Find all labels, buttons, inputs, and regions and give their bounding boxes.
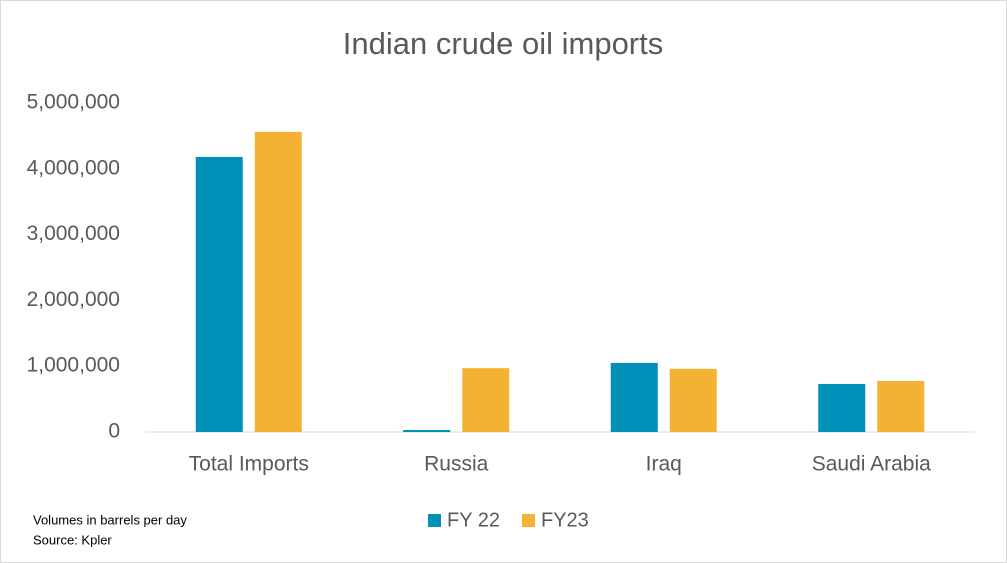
bar	[818, 383, 866, 432]
bar	[403, 430, 451, 432]
y-tick-label: 0	[108, 420, 120, 443]
y-tick-label: 2,000,000	[27, 288, 120, 311]
note: Source: Kpler	[33, 532, 112, 547]
bar	[254, 131, 302, 432]
bar	[462, 368, 510, 432]
bar	[195, 156, 243, 432]
y-tick-label: 1,000,000	[27, 354, 120, 377]
note: Volumes in barrels per day	[33, 512, 187, 527]
legend-label: FY23	[541, 509, 589, 531]
bar	[669, 368, 717, 432]
x-tick-label: Russia	[424, 453, 489, 476]
legend-swatch	[428, 514, 441, 527]
bar	[877, 381, 925, 432]
chart-title: Indian crude oil imports	[343, 26, 664, 61]
x-tick-label: Total Imports	[189, 453, 309, 476]
legend-swatch	[522, 514, 535, 527]
legend-label: FY 22	[447, 509, 500, 531]
y-tick-label: 5,000,000	[27, 91, 120, 114]
y-tick-label: 4,000,000	[27, 156, 120, 179]
bar	[610, 362, 658, 432]
x-tick-label: Saudi Arabia	[812, 453, 931, 476]
x-tick-label: Iraq	[646, 453, 682, 476]
y-tick-label: 3,000,000	[27, 222, 120, 245]
